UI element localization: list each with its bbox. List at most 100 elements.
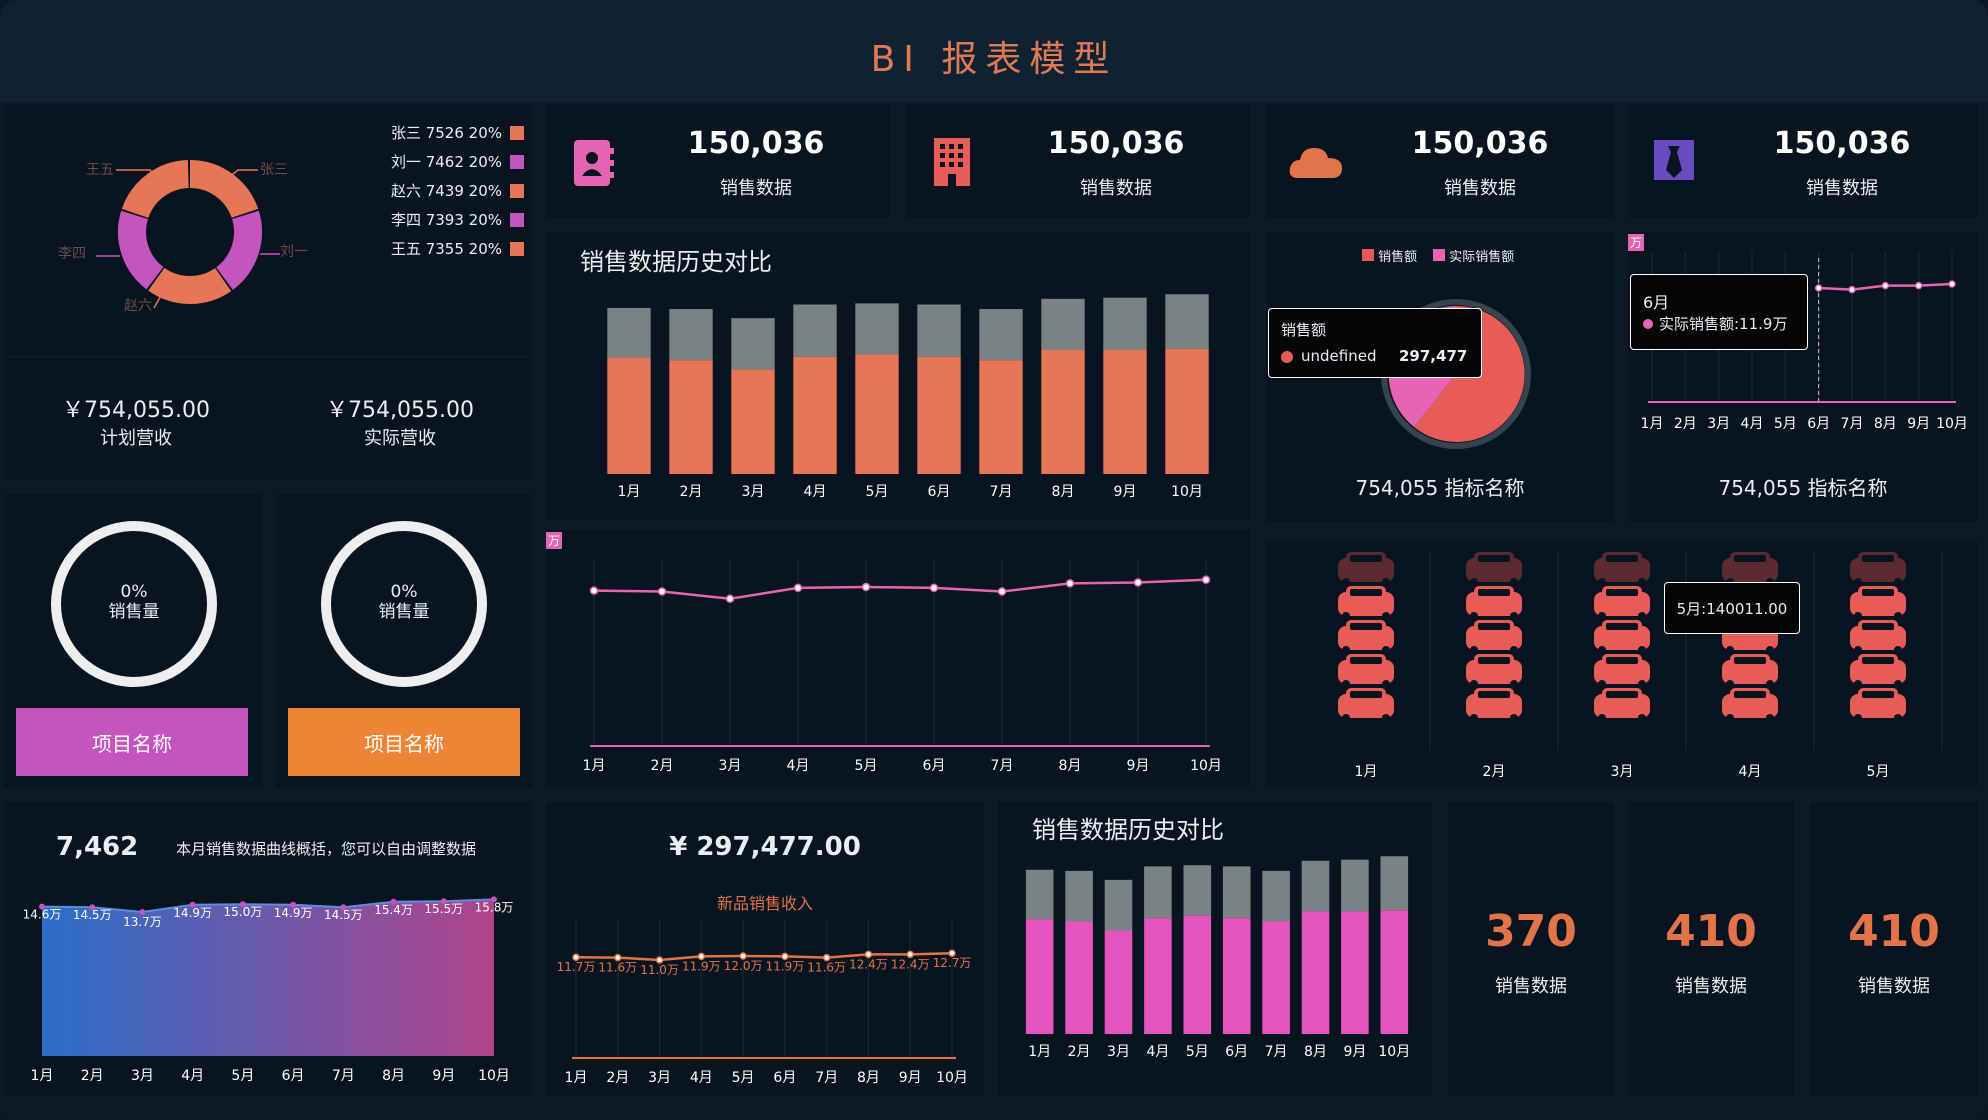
x-tick-label: 1月: [31, 1068, 54, 1084]
bar-bottom: [1183, 915, 1212, 1034]
project-button[interactable]: 项目名称: [288, 708, 520, 776]
x-tick-label: 4月: [1741, 416, 1764, 432]
x-tick-label: 1月: [1355, 764, 1378, 780]
bar-bottom: [793, 356, 837, 474]
bar-bottom: [731, 369, 775, 474]
car-wheel: [1382, 646, 1390, 654]
data-label: 11.9万: [682, 959, 721, 973]
x-tick-label: 7月: [815, 1070, 838, 1086]
data-point: [739, 952, 747, 960]
bar-top: [1301, 860, 1330, 912]
unit-label: 万: [546, 532, 563, 549]
bar-top: [1380, 856, 1409, 911]
bar-bottom: [1104, 930, 1133, 1034]
bar-top: [1041, 298, 1085, 351]
data-point: [1133, 578, 1143, 587]
x-tick-label: 4月: [690, 1070, 713, 1086]
x-tick-label: 2月: [1674, 416, 1697, 432]
pie-tooltip: 销售额 undefined 297,477: [1268, 308, 1482, 378]
car-wheel: [1470, 680, 1478, 688]
revenue-panel: ￥754,055.00 计划营收 ￥754,055.00 实际营收: [4, 358, 532, 480]
bar-top: [1103, 297, 1147, 351]
data-point: [491, 896, 497, 903]
legend-item[interactable]: 销售额: [1362, 246, 1417, 265]
x-tick-label: 8月: [1052, 484, 1075, 500]
series-line: [575, 951, 953, 962]
kpi-label: 销售数据: [720, 178, 792, 199]
x-tick-label: 8月: [382, 1068, 405, 1084]
x-tick-label: 9月: [1907, 416, 1930, 432]
x-tick-label: 10月: [936, 1070, 968, 1086]
donut-slice-label: 赵六: [124, 298, 152, 314]
bar-bottom: [1301, 911, 1330, 1034]
car-window: [1478, 691, 1510, 698]
car-wheel: [1510, 578, 1518, 586]
car-window: [1734, 555, 1766, 562]
car-window: [1734, 657, 1766, 664]
legend-label: 实际销售额: [1449, 250, 1515, 265]
legend-item[interactable]: 实际销售额: [1433, 246, 1514, 265]
x-tick-label: 8月: [1874, 416, 1897, 432]
legend-item[interactable]: 王五 7355 20%: [284, 234, 524, 263]
project-button[interactable]: 项目名称: [16, 708, 248, 776]
bar-top: [1165, 294, 1209, 349]
x-tick-label: 9月: [432, 1068, 455, 1084]
progress-ring: [321, 521, 487, 687]
data-label: 15.5万: [424, 902, 463, 916]
x-tick-label: 4月: [787, 758, 810, 774]
car-wheel: [1598, 578, 1606, 586]
bar-top: [1183, 865, 1212, 916]
car-window: [1606, 657, 1638, 664]
car-wheel: [1470, 612, 1478, 620]
x-tick-label: 2月: [1068, 1044, 1091, 1060]
x-tick-label: 1月: [618, 484, 641, 500]
legend-swatch: [1362, 249, 1374, 261]
tooltip-dot: [1643, 319, 1653, 329]
data-point: [657, 587, 667, 596]
bar-top: [793, 304, 837, 357]
legend-item[interactable]: 张三 7526 20%: [284, 118, 524, 147]
data-point: [861, 582, 871, 592]
legend-item[interactable]: 赵六 7439 20%: [284, 176, 524, 205]
data-point: [340, 904, 347, 911]
data-point: [864, 950, 873, 959]
income-label: 新品销售收入: [716, 894, 813, 913]
actual-revenue-label: 实际营收: [364, 428, 436, 449]
data-label: 11.6万: [598, 961, 637, 975]
bar-top: [731, 318, 775, 370]
cloud-icon: [1289, 148, 1342, 178]
donut-slice-label: 张三: [260, 162, 288, 178]
history-bar-chart: 1月 2月 3月 4月 5月 6月 7月 8月 9月 10月: [607, 294, 1209, 500]
car-wheel: [1894, 680, 1902, 688]
x-tick-label: 7月: [1841, 416, 1864, 432]
x-tick-label: 3月: [648, 1070, 671, 1086]
pie-caption: 754,055 指标名称: [1355, 476, 1525, 500]
ring-label: 销售量: [378, 602, 430, 622]
car-wheel: [1638, 680, 1646, 688]
bar-bottom: [1262, 921, 1290, 1034]
legend-swatch: [510, 154, 524, 169]
x-tick-label: 5月: [231, 1068, 254, 1084]
x-tick-label: 3月: [1611, 764, 1634, 780]
legend-item[interactable]: 李四 7393 20%: [284, 205, 524, 234]
area-line: [41, 898, 495, 914]
history-chart-panel-2: 销售数据历史对比 1月 2月 3月 4月 5月 6月 7月 8月 9月 10月: [998, 802, 1432, 1096]
stat-card-2: 410 销售数据: [1628, 802, 1794, 1096]
kpi-card-1: 150,036 销售数据: [546, 104, 890, 218]
chart-title: 销售数据历史对比: [580, 248, 772, 276]
bar-bottom: [979, 360, 1023, 474]
car-wheel: [1894, 646, 1902, 654]
car-wheel: [1766, 680, 1774, 688]
data-point: [572, 953, 580, 961]
history-bar-chart-2: 1月 2月 3月 4月 5月 6月 7月 8月 9月 10月: [1025, 856, 1410, 1060]
car-wheel: [1638, 578, 1646, 586]
ring-percent: 0%: [390, 582, 418, 602]
bar-bottom: [1065, 921, 1093, 1034]
car-window: [1478, 589, 1510, 596]
car-wheel: [1854, 612, 1862, 620]
car-wheel: [1382, 612, 1390, 620]
x-tick-label: 9月: [1343, 1044, 1366, 1060]
legend-item[interactable]: 刘一 7462 20%: [284, 147, 524, 176]
bar-bottom: [607, 357, 651, 474]
data-point: [1065, 579, 1075, 588]
